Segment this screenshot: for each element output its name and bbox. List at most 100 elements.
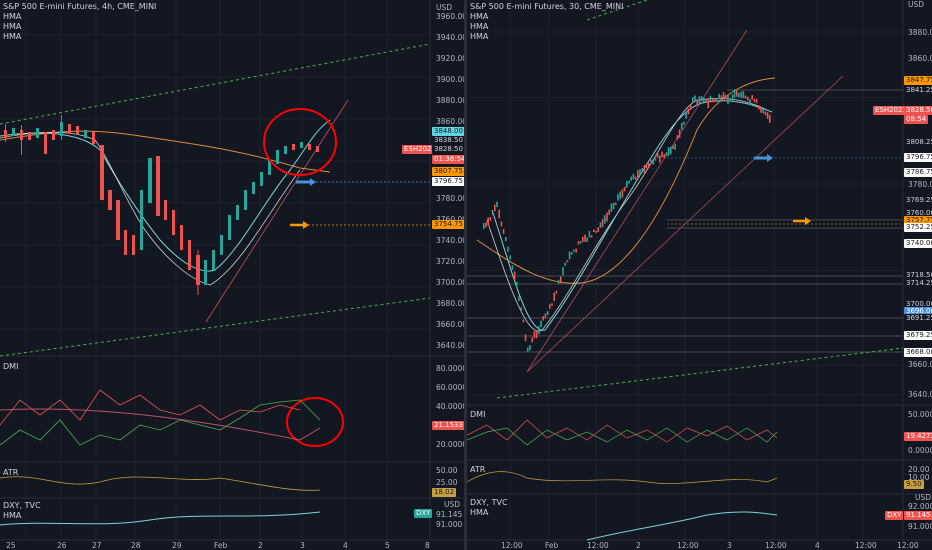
- left-atr-label[interactable]: ATR: [3, 468, 19, 477]
- candle: [711, 99, 714, 103]
- right-tag: 3679.25: [904, 331, 932, 340]
- left-time-label: 27: [92, 541, 102, 550]
- left-dmi-tick: 60.0000: [436, 383, 464, 392]
- hma-mid-line: [0, 119, 331, 272]
- right-atr-tick: 20.00: [908, 465, 930, 474]
- right-dxy-legend: DXY, TVC HMA: [470, 498, 508, 518]
- candle: [555, 290, 558, 294]
- candle: [749, 99, 751, 105]
- right-tag: 3752.25: [904, 223, 932, 232]
- left-dxy-symbol: DXY: [414, 509, 433, 518]
- candle: [641, 168, 643, 172]
- left-time-label: 3: [300, 541, 305, 550]
- candle: [584, 234, 586, 242]
- right-indicator-1[interactable]: HMA: [470, 12, 489, 21]
- candle: [505, 237, 507, 241]
- right-dxy-title: DXY, TVC: [470, 498, 508, 507]
- candle: [544, 313, 547, 319]
- left-indicator-3[interactable]: HMA: [3, 32, 22, 41]
- left-price-tick: 3720.00: [436, 257, 464, 266]
- candle: [527, 347, 529, 352]
- candle: [683, 121, 685, 125]
- left-price-tick: 3660.00: [436, 320, 464, 329]
- candle: [500, 221, 503, 227]
- candle: [670, 146, 672, 155]
- left-dxy-hma[interactable]: HMA: [3, 511, 22, 520]
- right-indicator-3[interactable]: HMA: [470, 32, 489, 41]
- right-orange-arrow-icon: [793, 217, 811, 225]
- right-hma-mid: [491, 100, 773, 331]
- left-time-label: Feb: [214, 541, 228, 550]
- left-price-tick: 3960.00: [436, 12, 464, 21]
- chart-splitter[interactable]: [464, 0, 467, 550]
- candle: [729, 98, 731, 101]
- candle: [566, 260, 569, 263]
- left-price-tick: 3940.00: [436, 33, 464, 42]
- right-dxy-hma[interactable]: HMA: [470, 508, 489, 517]
- left-tag-hma3: 3807.75: [432, 167, 464, 176]
- candle: [619, 191, 621, 199]
- candle: [494, 204, 496, 212]
- candle: [538, 325, 540, 335]
- right-time-label: 12:00: [765, 541, 787, 550]
- candle: [608, 209, 610, 215]
- right-trend-line-1: [526, 29, 748, 373]
- right-dxy-hma: [586, 511, 778, 541]
- candle: [597, 227, 599, 232]
- candle: [694, 95, 696, 101]
- left-time-label: 29: [172, 541, 182, 550]
- candle: [764, 111, 767, 116]
- candle: [674, 143, 676, 150]
- right-tag: 3668.00: [904, 348, 932, 357]
- left-time-label: 5: [385, 541, 390, 550]
- candle: [582, 236, 584, 243]
- right-tag: 3757.75: [904, 216, 932, 225]
- candle: [546, 311, 549, 316]
- candle: [637, 170, 639, 178]
- right-atr-label[interactable]: ATR: [470, 465, 486, 474]
- right-time-label: 12:00: [855, 541, 877, 550]
- candle: [604, 215, 606, 224]
- candle: [714, 98, 716, 103]
- left-indicator-2[interactable]: HMA: [3, 22, 22, 31]
- right-indicator-2[interactable]: HMA: [470, 22, 489, 31]
- candle: [667, 147, 670, 156]
- left-dmi-tick: 40.0000: [436, 402, 464, 411]
- candle: [518, 296, 520, 302]
- left-indicator-1[interactable]: HMA: [3, 12, 22, 21]
- candle: [656, 153, 659, 158]
- right-tag: 3714.25: [904, 279, 932, 288]
- right-legend: S&P 500 E-mini Futures, 30, CME_MINI HMA…: [470, 2, 623, 42]
- right-candles: [483, 89, 771, 352]
- dmi-plus-line: [0, 389, 301, 426]
- candle: [639, 169, 641, 176]
- candle: [540, 320, 542, 328]
- right-blue-arrow-icon: [754, 154, 773, 162]
- left-time-label: 26: [57, 541, 67, 550]
- lower-channel-line: [0, 297, 431, 357]
- candle: [676, 135, 679, 140]
- right-dmi-minus: [467, 427, 778, 446]
- candle: [560, 276, 562, 284]
- candle: [738, 92, 740, 98]
- left-chart[interactable]: S&P 500 E-mini Futures, 4h, CME_MINI HMA…: [0, 0, 464, 550]
- trend-line: [205, 99, 349, 323]
- right-chart[interactable]: S&P 500 E-mini Futures, 30, CME_MINI HMA…: [467, 0, 932, 550]
- right-upper-channel: [586, 0, 648, 21]
- right-hma-fast: [486, 98, 768, 332]
- left-time-label: 4: [343, 541, 348, 550]
- right-tag: 3718.50: [904, 271, 932, 280]
- candle: [762, 108, 764, 114]
- left-price-tick: 3740.00: [436, 236, 464, 245]
- candle: [689, 105, 692, 110]
- candle: [562, 267, 564, 276]
- left-chart-canvas: [0, 0, 464, 541]
- left-dmi-label[interactable]: DMI: [3, 362, 19, 371]
- right-dmi-label[interactable]: DMI: [470, 410, 486, 419]
- candle: [709, 95, 712, 102]
- dxy-hma-line: [0, 511, 321, 526]
- right-dmi-plus: [467, 419, 778, 443]
- left-price-tick: 3860.00: [436, 117, 464, 126]
- candle: [753, 98, 756, 102]
- candle: [645, 165, 648, 169]
